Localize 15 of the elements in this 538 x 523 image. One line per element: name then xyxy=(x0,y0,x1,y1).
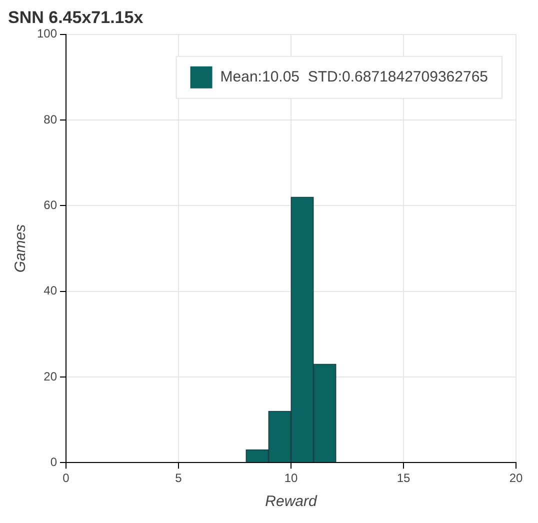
x-tick-label: 10 xyxy=(284,471,298,486)
y-tick-label: 80 xyxy=(44,112,58,126)
y-tick-label: 100 xyxy=(36,26,58,41)
y-tick-label: 60 xyxy=(44,198,58,212)
x-tick-label: 15 xyxy=(396,471,410,486)
x-tick-label: 5 xyxy=(175,471,182,486)
chart-title: SNN 6.45x71.15x xyxy=(8,8,144,27)
y-tick-label: 0 xyxy=(50,454,58,469)
y-tick-label: 40 xyxy=(44,284,58,298)
legend-label: Mean:10.05 STD:0.6871842709362765 xyxy=(220,68,488,86)
y-tick-label: 20 xyxy=(44,369,58,384)
x-tick-label: 0 xyxy=(62,471,70,486)
x-axis-title: Reward xyxy=(265,493,318,510)
y-axis-title: Games xyxy=(12,224,30,273)
x-tick-label: 20 xyxy=(509,471,523,486)
